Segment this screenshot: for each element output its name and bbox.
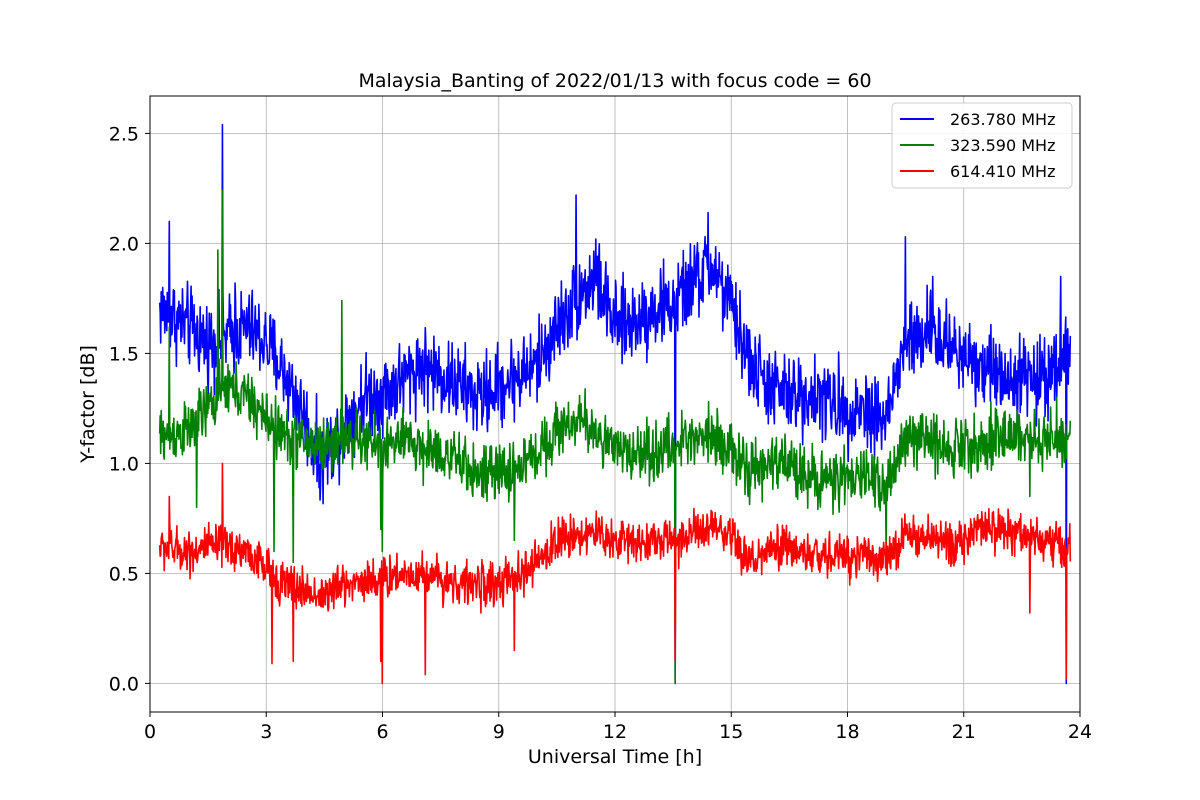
chart-title: Malaysia_Banting of 2022/01/13 with focu… [358,70,871,92]
series-line-263-780 [158,123,1072,685]
x-tick-label: 24 [1068,721,1092,743]
y-tick-label: 2.5 [109,123,139,145]
legend-label-614: 614.410 MHz [950,162,1055,181]
y-tick-label: 0.0 [109,673,139,695]
series-line-614-410 [158,462,1072,685]
series-line-323-590 [158,189,1072,685]
x-tick-label: 9 [493,721,505,743]
legend-label-323: 323.590 MHz [950,136,1055,155]
legend-label-263: 263.780 MHz [950,110,1055,129]
x-tick-label: 0 [144,721,156,743]
y-tick-label: 1.5 [109,343,139,365]
x-tick-label: 3 [260,721,272,743]
legend: 263.780 MHz 323.590 MHz 614.410 MHz [891,102,1073,189]
x-tick-label: 18 [835,721,859,743]
legend-box [891,102,1073,189]
x-tick-label: 6 [376,721,388,743]
series-lines [158,123,1072,685]
axis-ticks: 0 3 6 9 12 15 18 21 24 0.0 0.5 1.0 1.5 2.0 2.5 [109,123,1092,743]
x-tick-label: 15 [719,721,743,743]
x-tick-label: 21 [952,721,976,743]
y-tick-label: 2.0 [109,233,139,255]
y-tick-label: 1.0 [109,453,139,475]
y-tick-label: 0.5 [109,563,139,585]
x-tick-label: 12 [603,721,627,743]
x-axis-label: Universal Time [h] [528,746,702,768]
y-axis-label: Y-factor [dB] [77,345,99,464]
